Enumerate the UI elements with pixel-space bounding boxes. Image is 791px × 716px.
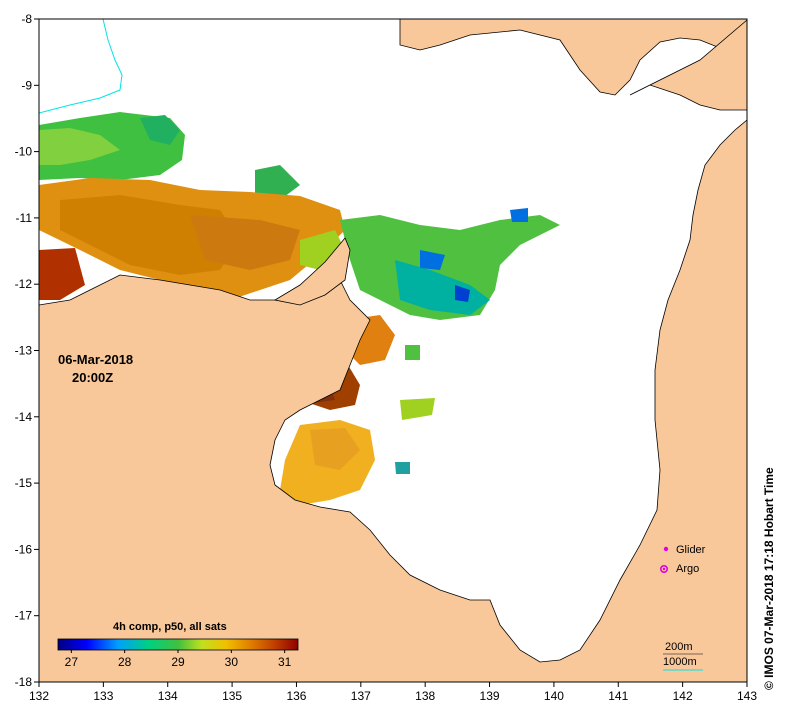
y-tick-label: -18: [15, 675, 33, 689]
land-layer: [39, 19, 747, 682]
x-tick-label: 137: [351, 689, 371, 703]
x-tick-label: 140: [544, 689, 564, 703]
colorbar-ticks: 27 28 29 30 31: [65, 650, 292, 669]
x-tick-label: 141: [608, 689, 628, 703]
contour-lines: [39, 19, 123, 114]
y-tick-label: -10: [15, 145, 33, 159]
y-tick-label: -11: [16, 211, 33, 225]
credit-text: © IMOS 07-Mar-2018 17:18 Hobart Time: [762, 467, 776, 690]
argo-marker: [659, 564, 668, 573]
sst-data-layer: [39, 112, 560, 505]
date-label: 06-Mar-2018: [58, 352, 133, 367]
x-axis: 132 133 134 135 136 137 138 139 140 141 142 143: [29, 682, 757, 703]
glider-legend-label: Glider: [676, 544, 706, 556]
glider-marker: [663, 546, 669, 552]
x-tick-label: 139: [480, 689, 500, 703]
colorbar-tick-label: 29: [171, 655, 185, 669]
x-tick-label: 143: [737, 689, 757, 703]
y-tick-label: -9: [21, 78, 32, 92]
y-tick-label: -15: [15, 476, 33, 490]
colorbar-title: 4h comp, p50, all sats: [113, 621, 227, 633]
colorbar-tick-label: 30: [225, 655, 239, 669]
colorbar-tick-label: 31: [278, 655, 292, 669]
y-tick-label: -13: [15, 344, 33, 358]
x-tick-label: 134: [158, 689, 178, 703]
y-tick-label: -17: [15, 609, 33, 623]
contour-1000m-label: 1000m: [663, 656, 697, 668]
y-axis: -8 -9 -10 -11 -12 -13 -14 -15 -16 -17 -18: [15, 12, 39, 689]
x-tick-label: 136: [286, 689, 306, 703]
x-tick-label: 132: [29, 689, 49, 703]
contour-200m-label: 200m: [665, 641, 693, 653]
y-tick-label: -12: [15, 277, 33, 291]
colorbar: [57, 638, 299, 651]
colorbar-tick-label: 27: [65, 655, 79, 669]
y-tick-label: -14: [15, 410, 33, 424]
x-tick-label: 138: [415, 689, 435, 703]
y-tick-label: -8: [21, 12, 32, 26]
time-label: 20:00Z: [72, 370, 113, 385]
argo-legend-label: Argo: [676, 563, 699, 575]
x-tick-label: 133: [93, 689, 113, 703]
colorbar-tick-label: 28: [118, 655, 132, 669]
x-tick-label: 142: [673, 689, 693, 703]
x-tick-label: 135: [222, 689, 242, 703]
y-tick-label: -16: [15, 542, 33, 556]
